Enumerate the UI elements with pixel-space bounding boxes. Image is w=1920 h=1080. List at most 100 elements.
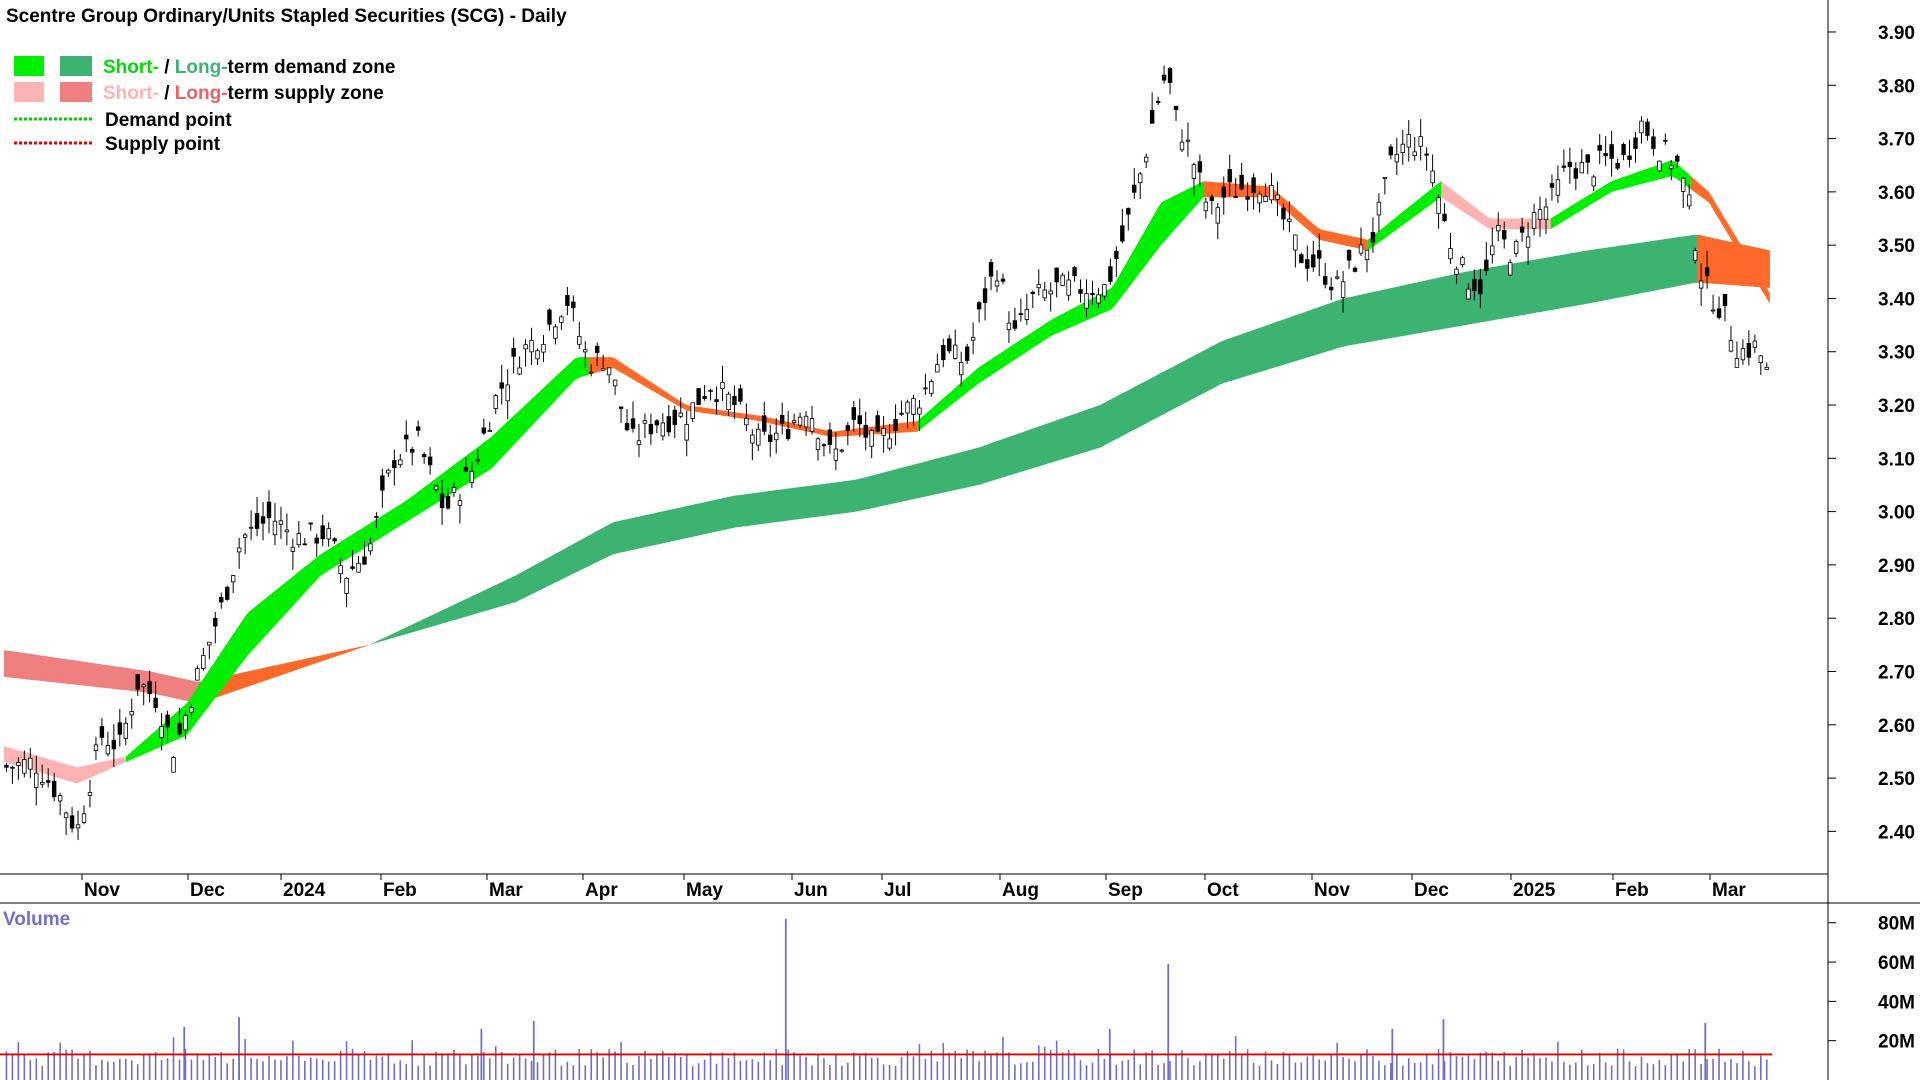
candle-body	[612, 379, 618, 387]
time-tick-label: 2024	[283, 880, 326, 901]
candle-body	[1424, 153, 1429, 156]
candle-body	[1382, 176, 1388, 180]
candle-body	[571, 301, 576, 308]
candle-body	[1024, 308, 1030, 320]
candle-body	[1102, 284, 1107, 297]
candle-body	[225, 586, 230, 600]
candle-body	[386, 469, 391, 474]
candle-body	[1591, 176, 1596, 187]
candle-body	[153, 697, 158, 708]
short-term-demand-band	[1550, 160, 1691, 230]
candle-body	[988, 262, 994, 277]
candle-body	[1627, 155, 1632, 160]
candle-body	[1328, 286, 1334, 291]
candle-body	[469, 471, 475, 483]
candle-body	[487, 430, 492, 432]
candle-body	[189, 707, 194, 713]
candle-body	[1734, 358, 1740, 368]
candle-body	[1120, 225, 1125, 242]
candle-body	[1549, 183, 1555, 188]
candle-body	[1716, 308, 1722, 318]
candle-body	[445, 496, 451, 509]
candle-body	[642, 420, 648, 424]
candle-body	[1400, 143, 1405, 154]
candle-body	[1161, 74, 1167, 81]
candle-body	[869, 430, 874, 447]
candle-body	[618, 406, 624, 409]
volume-tick-label: 80M	[1878, 914, 1915, 935]
candle-body	[1543, 206, 1549, 221]
candle-body	[1519, 226, 1525, 233]
candle-body	[541, 343, 546, 353]
candle-body	[684, 424, 689, 441]
candle-body	[696, 388, 701, 405]
candle-body	[654, 420, 660, 426]
candle-body	[1114, 250, 1119, 259]
candle-body	[1072, 267, 1077, 277]
candle-body	[1096, 294, 1101, 304]
candle-body	[1502, 230, 1507, 240]
candle-body	[248, 526, 254, 529]
candle-body	[1663, 139, 1668, 142]
candle-body	[326, 528, 331, 540]
time-axis: Nov Dec 2024 Feb Mar Apr May Jun Jul Aug Sep Oct Nov…	[81, 874, 1746, 901]
candle-body	[1203, 201, 1209, 212]
candle-body	[594, 345, 600, 353]
candle-body	[1251, 177, 1256, 194]
candle-body	[1305, 259, 1310, 269]
candle-body	[1287, 218, 1292, 222]
candle-body	[1764, 366, 1769, 370]
price-candles	[4, 65, 1769, 841]
candle-body	[827, 429, 833, 445]
candle-body	[1126, 208, 1131, 215]
candle-body	[1269, 184, 1274, 201]
candle-body	[463, 467, 469, 472]
candle-body	[1167, 68, 1173, 83]
legend-item-demand-zone: Short- / Long-term demand zone	[103, 57, 395, 78]
candle-body	[1030, 291, 1036, 294]
candle-body	[10, 766, 15, 769]
candle-body	[1525, 236, 1531, 248]
candle-body	[732, 396, 737, 406]
candle-body	[768, 434, 773, 442]
candle-body	[815, 438, 821, 451]
candle-body	[236, 547, 242, 553]
candle-body	[451, 486, 457, 493]
candle-body	[791, 420, 797, 424]
candle-body	[481, 427, 487, 434]
candle-body	[1215, 207, 1220, 224]
candle-body	[272, 520, 278, 536]
candle-body	[1394, 153, 1400, 163]
candle-body	[1496, 224, 1501, 232]
candle-body	[475, 459, 481, 462]
candle-body	[81, 813, 87, 823]
candle-body	[833, 448, 839, 461]
time-tick-label: Dec	[190, 880, 225, 901]
candle-body	[517, 367, 522, 375]
price-tick-label: 2.80	[1878, 609, 1915, 630]
candle-body	[332, 538, 337, 542]
candle-body	[672, 409, 677, 425]
candle-body	[1675, 155, 1680, 162]
candle-body	[1692, 250, 1698, 261]
candle-body	[1412, 151, 1417, 157]
price-tick-label: 3.90	[1878, 23, 1915, 44]
candle-body	[1173, 105, 1179, 110]
candle-body	[720, 381, 725, 390]
long-term-supply-band	[4, 650, 199, 704]
time-tick-label: Nov	[84, 880, 120, 901]
short-term-supply-band	[4, 746, 126, 784]
candle-body	[1000, 278, 1006, 282]
time-tick-label: Feb	[1615, 880, 1649, 901]
candle-body	[887, 438, 892, 449]
candle-body	[165, 714, 170, 728]
candle-body	[135, 674, 140, 690]
candle-body	[1430, 170, 1435, 184]
candle-body	[1012, 320, 1018, 329]
candle-body	[958, 362, 964, 376]
candle-body	[624, 422, 630, 431]
time-tick-label: Aug	[1002, 880, 1039, 901]
candle-body	[1579, 162, 1584, 174]
candle-body	[1669, 165, 1674, 169]
